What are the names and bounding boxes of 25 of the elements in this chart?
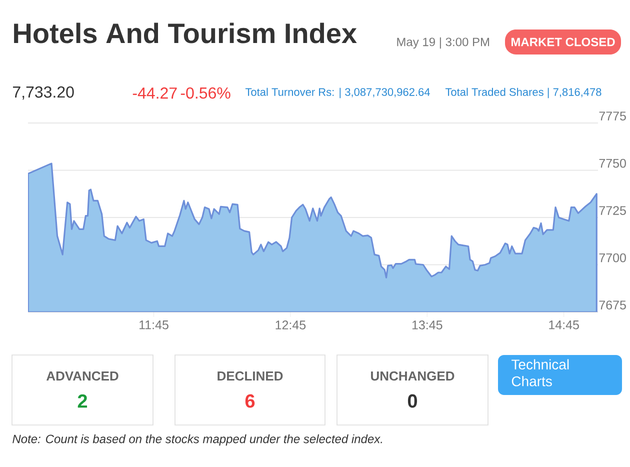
text: May 19 | 3:00 PM	[397, 37, 490, 49]
text: -44.27	[132, 87, 177, 99]
y-tick-label: 7700	[599, 253, 626, 262]
chart-title: Hotels And Tourism Index	[14, 22, 357, 44]
text: 2	[78, 394, 88, 408]
text: 7,733.20	[13, 86, 74, 100]
text: Note: Count is based on the stocks mapped under the selected index.	[12, 434, 382, 446]
x-tick-label: 14:45	[549, 320, 579, 330]
x-tick-label: 13:45	[412, 320, 442, 330]
text: 0	[408, 394, 418, 408]
text: Total Turnover Rs: | 3,087,730,962.64	[245, 88, 430, 98]
y-tick-label: 7675	[599, 300, 626, 310]
x-tick-label: 12:45	[276, 320, 306, 330]
text: Total Traded Shares | 7,816,478	[445, 88, 602, 98]
y-tick-label: 7725	[599, 206, 626, 215]
text: -0.56%	[180, 87, 230, 99]
text: ADVANCED	[46, 371, 118, 381]
y-tick-label: 7750	[599, 158, 626, 168]
x-tick-label: 11:45	[140, 320, 168, 330]
y-tick-label: 7775	[599, 112, 626, 120]
text: MARKET CLOSED	[511, 38, 615, 46]
text: Technical Charts	[512, 359, 569, 386]
text: UNCHANGED	[371, 371, 454, 381]
text: DECLINED	[218, 371, 283, 381]
text: 6	[245, 394, 255, 408]
